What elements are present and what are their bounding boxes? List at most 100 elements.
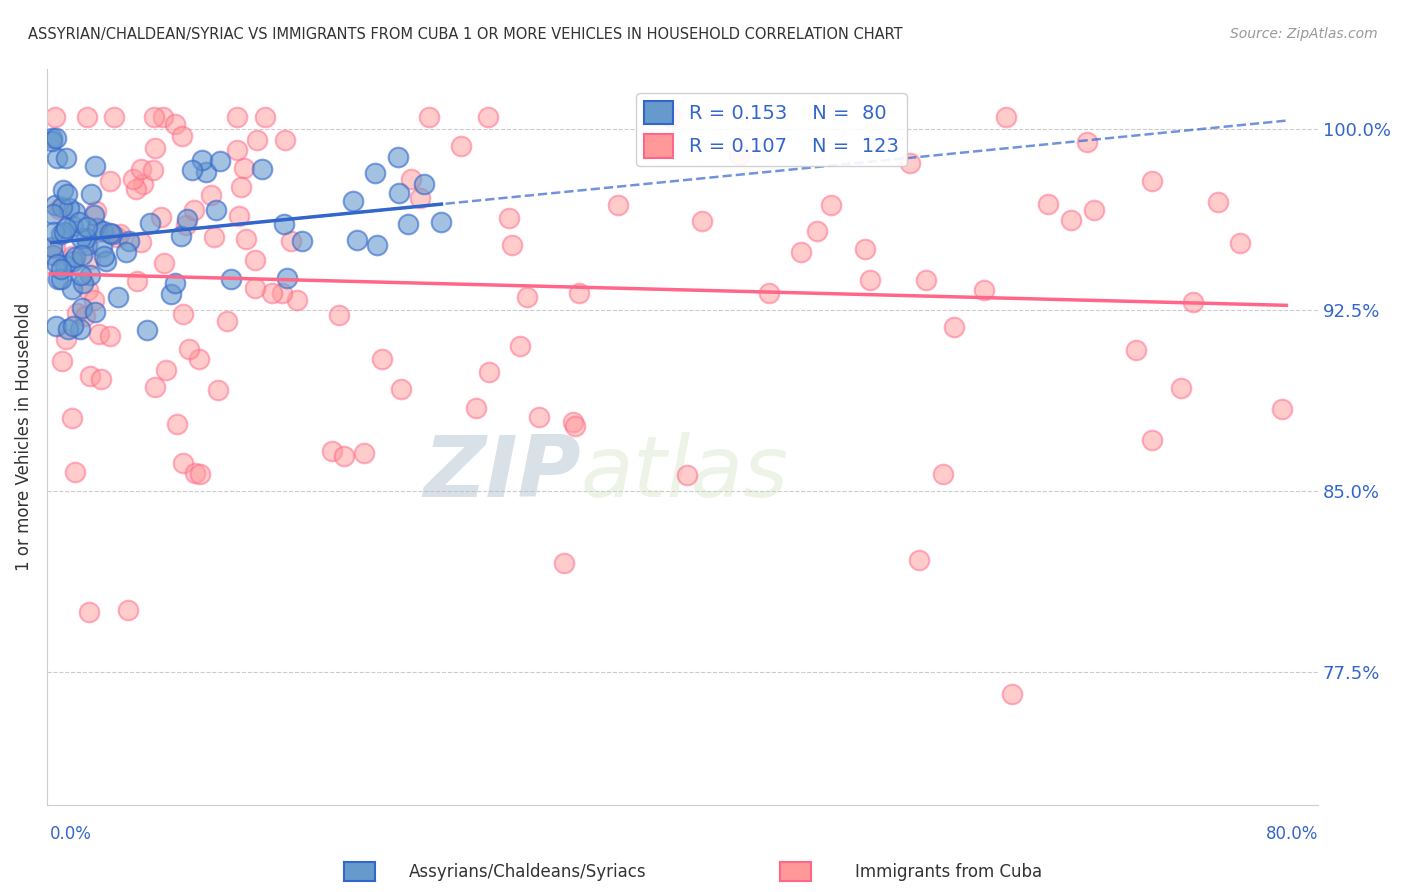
Point — [55, 332, 77, 346]
Point — [93, 249, 115, 263]
Point — [136, 323, 159, 337]
Point — [98, 226, 121, 240]
Point — [450, 138, 472, 153]
Point — [564, 419, 586, 434]
Point — [273, 217, 295, 231]
Point — [1170, 381, 1192, 395]
Point — [676, 467, 699, 482]
Text: atlas: atlas — [581, 433, 789, 516]
Point — [56, 322, 79, 336]
Point — [76, 238, 98, 252]
Point — [215, 313, 238, 327]
Point — [758, 285, 780, 300]
Point — [83, 293, 105, 307]
Point — [53, 258, 76, 272]
Point — [44, 241, 66, 255]
Point — [55, 220, 77, 235]
Point — [75, 231, 97, 245]
Point — [117, 603, 139, 617]
Point — [86, 220, 108, 235]
Point — [51, 271, 73, 285]
Point — [1036, 196, 1059, 211]
Point — [219, 272, 242, 286]
Point — [165, 117, 187, 131]
Point — [501, 237, 523, 252]
Point — [62, 411, 84, 425]
Point — [858, 273, 880, 287]
Point — [477, 110, 499, 124]
Point — [48, 202, 70, 217]
Point — [69, 322, 91, 336]
Point — [366, 238, 388, 252]
Point — [51, 262, 73, 277]
Point — [207, 383, 229, 397]
Point — [1181, 295, 1204, 310]
Point — [70, 268, 93, 282]
Point — [1206, 195, 1229, 210]
Point — [285, 293, 308, 307]
Point — [46, 257, 69, 271]
Point — [103, 110, 125, 124]
Point — [180, 163, 202, 178]
Point — [346, 233, 368, 247]
Point — [63, 250, 86, 264]
Point — [409, 190, 432, 204]
Point — [291, 234, 314, 248]
Point — [132, 178, 155, 192]
Point — [118, 234, 141, 248]
Point — [45, 318, 67, 333]
Point — [516, 290, 538, 304]
Point — [70, 301, 93, 315]
Point — [42, 225, 65, 239]
Point — [430, 215, 453, 229]
Point — [60, 249, 83, 263]
Point — [143, 379, 166, 393]
Point — [44, 198, 66, 212]
Point — [418, 110, 440, 124]
Point — [87, 327, 110, 342]
Point — [183, 466, 205, 480]
Point — [820, 198, 842, 212]
Point — [273, 133, 295, 147]
Point — [188, 351, 211, 366]
Point — [77, 605, 100, 619]
Point — [100, 174, 122, 188]
Point — [174, 219, 197, 233]
Point — [658, 110, 681, 124]
Point — [46, 152, 69, 166]
Point — [58, 201, 80, 215]
Point — [898, 155, 921, 169]
Point — [79, 186, 101, 201]
Point — [131, 235, 153, 249]
Point — [170, 129, 193, 144]
Point — [1140, 433, 1163, 447]
Point — [995, 110, 1018, 124]
Point — [1271, 401, 1294, 416]
Point — [728, 148, 751, 162]
Text: Source: ZipAtlas.com: Source: ZipAtlas.com — [1230, 27, 1378, 41]
Point — [1059, 212, 1081, 227]
Point — [125, 182, 148, 196]
Point — [105, 230, 128, 244]
Point — [127, 274, 149, 288]
Point — [51, 184, 73, 198]
Point — [250, 161, 273, 176]
Point — [328, 309, 350, 323]
Point — [1140, 174, 1163, 188]
Point — [166, 417, 188, 432]
Point — [62, 253, 84, 268]
Point — [690, 214, 713, 228]
Point — [83, 208, 105, 222]
Point — [243, 253, 266, 268]
Point — [200, 187, 222, 202]
Point — [396, 218, 419, 232]
Point — [1125, 343, 1147, 357]
Point — [188, 467, 211, 481]
Point — [232, 161, 254, 176]
Point — [62, 319, 84, 334]
Text: ASSYRIAN/CHALDEAN/SYRIAC VS IMMIGRANTS FROM CUBA 1 OR MORE VEHICLES IN HOUSEHOLD: ASSYRIAN/CHALDEAN/SYRIAC VS IMMIGRANTS F… — [28, 27, 903, 42]
Point — [413, 178, 436, 192]
Point — [271, 286, 294, 301]
Point — [76, 220, 98, 235]
Legend: R = 0.153    N =  80, R = 0.107    N =  123: R = 0.153 N = 80, R = 0.107 N = 123 — [637, 93, 907, 166]
